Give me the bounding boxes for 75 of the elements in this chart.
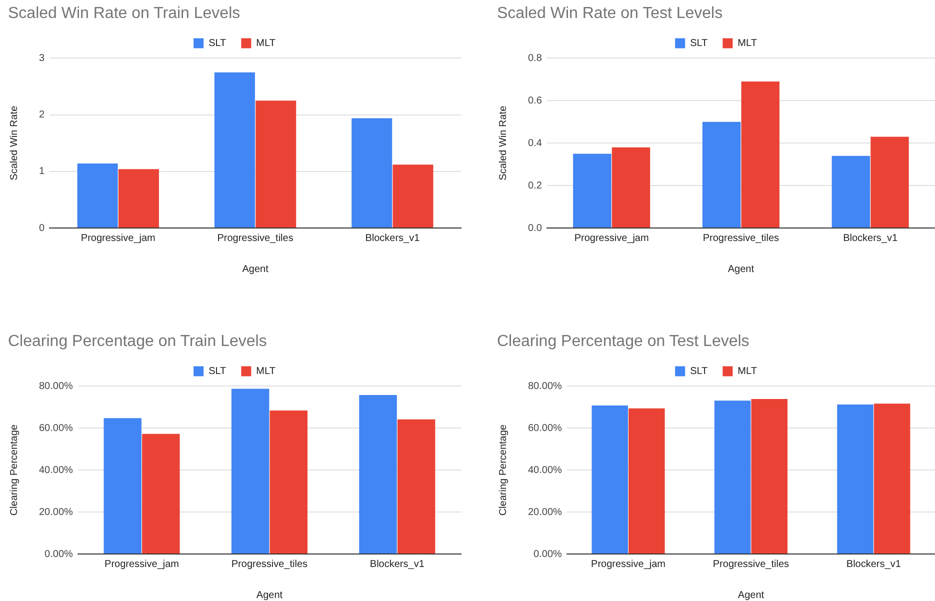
x-tick-label: Blockers_v1 xyxy=(846,558,902,570)
y-axis-title: Scaled Win Rate xyxy=(8,105,20,180)
x-tick-label: Blockers_v1 xyxy=(843,232,898,244)
chart-title: Clearing Percentage on Test Levels xyxy=(497,333,750,350)
y-tick-label: 60.00% xyxy=(38,422,74,434)
x-tick-label: Blockers_v1 xyxy=(370,558,425,570)
legend-label: SLT xyxy=(690,38,708,49)
legend-label: SLT xyxy=(690,366,708,377)
x-axis-title: Agent xyxy=(256,590,283,601)
y-axis-title: Clearing Percentage xyxy=(8,424,20,516)
x-tick-label: Progressive_jam xyxy=(80,232,156,244)
chart-title: Clearing Percentage on Train Levels xyxy=(8,333,267,350)
bar xyxy=(231,388,270,554)
bar xyxy=(714,400,751,554)
y-tick-label: 0.8 xyxy=(528,52,542,64)
y-tick-label: 2 xyxy=(39,110,45,121)
bar xyxy=(256,100,296,228)
chart-title: Scaled Win Rate on Test Levels xyxy=(497,5,723,22)
legend-label: MLT xyxy=(738,366,757,377)
bar xyxy=(392,164,434,228)
x-tick-label: Progressive_tiles xyxy=(702,232,780,244)
y-tick-label: 40.00% xyxy=(528,464,562,476)
bar xyxy=(832,156,870,228)
y-axis-title: Clearing Percentage xyxy=(498,424,509,516)
bar xyxy=(214,72,255,228)
y-tick-label: 80.00% xyxy=(38,380,74,392)
y-tick-label: 0 xyxy=(39,222,45,234)
x-axis-title: Agent xyxy=(738,590,764,601)
bar xyxy=(573,154,612,228)
bar xyxy=(628,408,665,554)
y-tick-label: 1 xyxy=(39,166,45,178)
bar xyxy=(702,122,741,228)
y-tick-label: 60.00% xyxy=(528,422,562,434)
x-tick-label: Blockers_v1 xyxy=(365,232,420,244)
x-tick-label: Progressive_tiles xyxy=(712,558,790,570)
x-tick-label: Progressive_jam xyxy=(591,558,666,570)
bar xyxy=(104,418,142,554)
bar xyxy=(612,147,650,228)
y-tick-label: 0.4 xyxy=(528,138,542,149)
bar xyxy=(359,395,397,554)
x-tick-label: Progressive_tiles xyxy=(217,232,294,244)
legend-label: SLT xyxy=(208,38,226,49)
y-tick-label: 20.00% xyxy=(528,506,562,518)
y-tick-label: 0.00% xyxy=(534,548,562,560)
y-tick-label: 40.00% xyxy=(38,464,74,476)
bar xyxy=(874,404,910,554)
chart-title: Scaled Win Rate on Train Levels xyxy=(8,5,240,22)
x-axis-title: Agent xyxy=(728,264,754,275)
y-tick-label: 80.00% xyxy=(528,380,562,392)
y-axis-title: Scaled Win Rate xyxy=(498,105,509,180)
x-tick-label: Progressive_jam xyxy=(574,232,649,244)
bar xyxy=(270,410,308,554)
bar xyxy=(741,82,780,228)
x-axis-title: Agent xyxy=(242,264,269,275)
y-tick-label: 0.2 xyxy=(528,180,542,192)
bar xyxy=(77,163,118,228)
y-tick-label: 3 xyxy=(39,52,45,64)
legend-label: MLT xyxy=(256,38,276,49)
y-tick-label: 0.6 xyxy=(528,95,542,106)
x-tick-label: Progressive_jam xyxy=(104,558,180,570)
bar xyxy=(751,398,788,554)
y-tick-label: 20.00% xyxy=(38,506,74,518)
bar xyxy=(870,136,909,228)
legend-label: MLT xyxy=(256,366,276,377)
legend-label: MLT xyxy=(738,38,757,49)
bar xyxy=(837,404,874,554)
bar xyxy=(592,405,628,554)
x-tick-label: Progressive_tiles xyxy=(231,558,308,570)
y-tick-label: 0.0 xyxy=(528,222,542,234)
bar xyxy=(397,419,436,554)
y-tick-label: 0.00% xyxy=(44,548,74,560)
bar xyxy=(142,434,180,554)
bar xyxy=(118,169,159,228)
legend-label: SLT xyxy=(208,366,226,377)
bar xyxy=(352,118,392,228)
